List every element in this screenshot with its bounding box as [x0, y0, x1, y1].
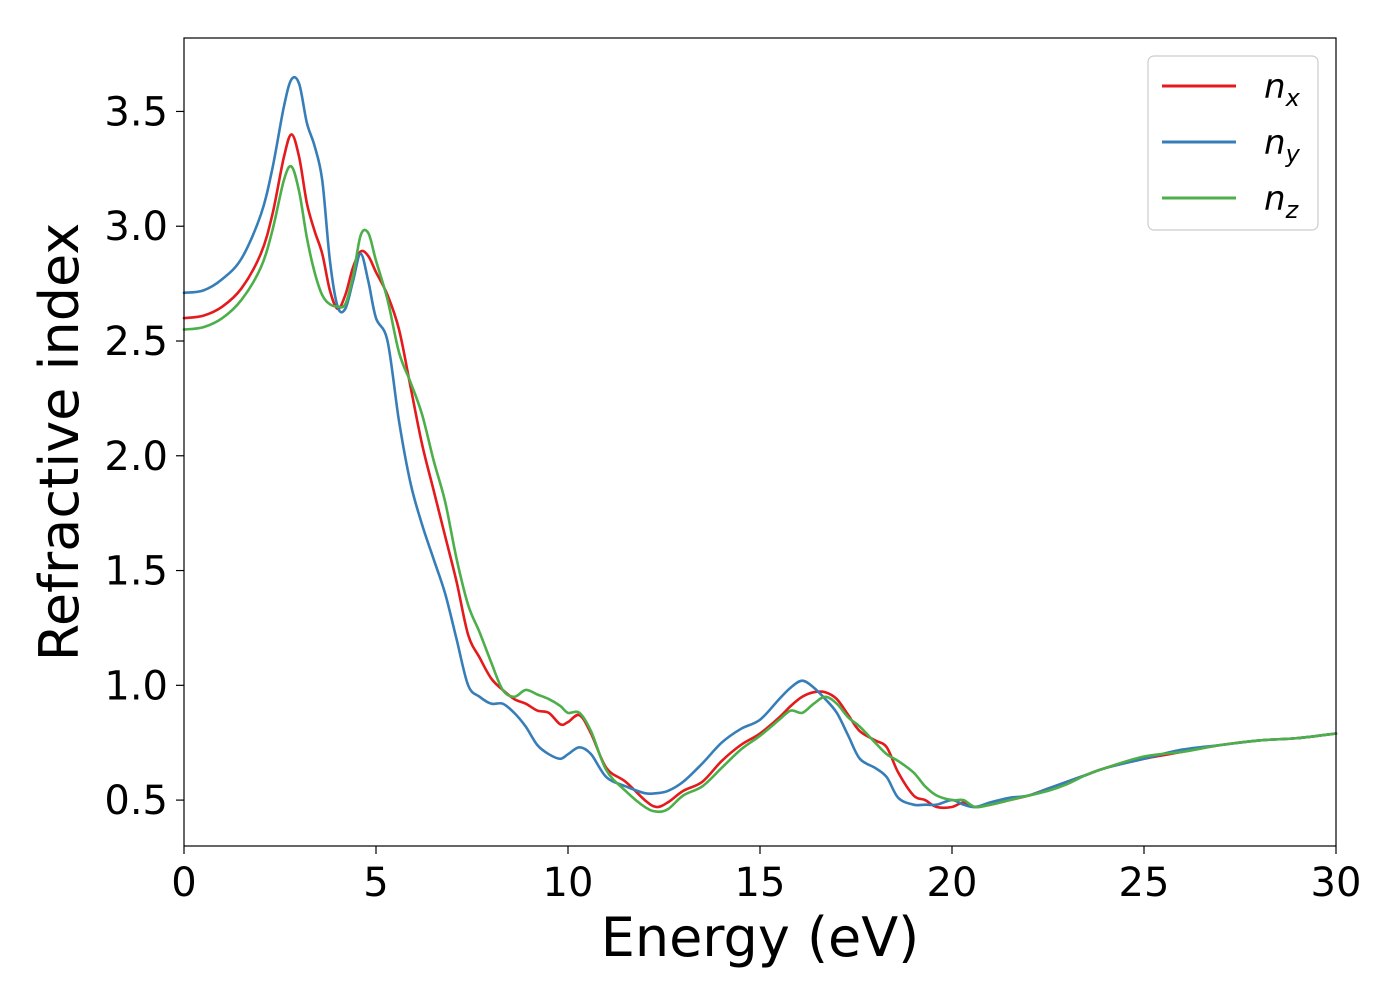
x-axis-title: Energy (eV): [601, 906, 920, 969]
y-tick-label: 2.5: [104, 319, 168, 365]
x-tick-label: 25: [1119, 860, 1170, 906]
y-tick-label: 3.0: [104, 204, 168, 250]
x-axis: 0 5 10 15 20 25 30: [171, 846, 1361, 906]
legend: nx ny nz: [1147, 55, 1319, 231]
y-axis-title: Refractive index: [28, 223, 91, 662]
x-tick-label: 5: [363, 860, 388, 906]
legend-label-ny: ny: [1264, 123, 1301, 168]
x-tick-label: 10: [543, 860, 594, 906]
x-tick-label: 0: [171, 860, 196, 906]
series-line-nx: [182, 133, 1338, 809]
series-line-nz: [182, 164, 1338, 814]
x-tick-label: 30: [1311, 860, 1362, 906]
legend-label-nx: nx: [1264, 67, 1301, 112]
x-tick-label: 15: [735, 860, 786, 906]
y-tick-label: 1.5: [104, 549, 168, 595]
y-tick-label: 0.5: [104, 778, 168, 824]
y-tick-label: 1.0: [104, 663, 168, 709]
series-layer: [182, 75, 1338, 814]
y-tick-label: 2.0: [104, 434, 168, 480]
legend-label-nz: nz: [1264, 179, 1300, 224]
x-tick-label: 20: [927, 860, 978, 906]
y-tick-label: 3.5: [104, 89, 168, 135]
y-axis: 0.5 1.0 1.5 2.0 2.5 3.0 3.5: [104, 89, 184, 824]
